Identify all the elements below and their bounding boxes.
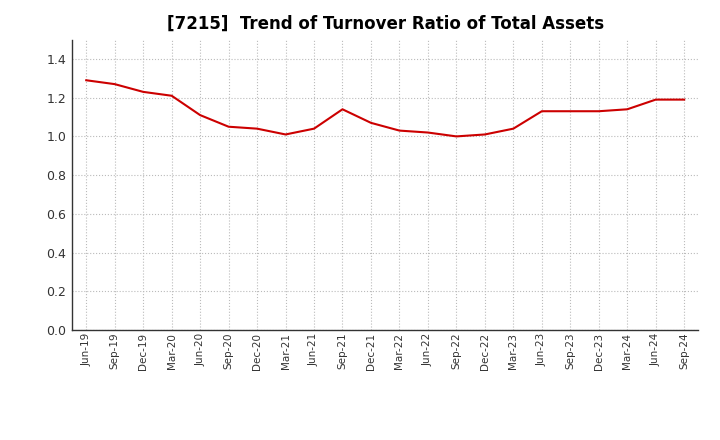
- Title: [7215]  Trend of Turnover Ratio of Total Assets: [7215] Trend of Turnover Ratio of Total …: [166, 15, 604, 33]
